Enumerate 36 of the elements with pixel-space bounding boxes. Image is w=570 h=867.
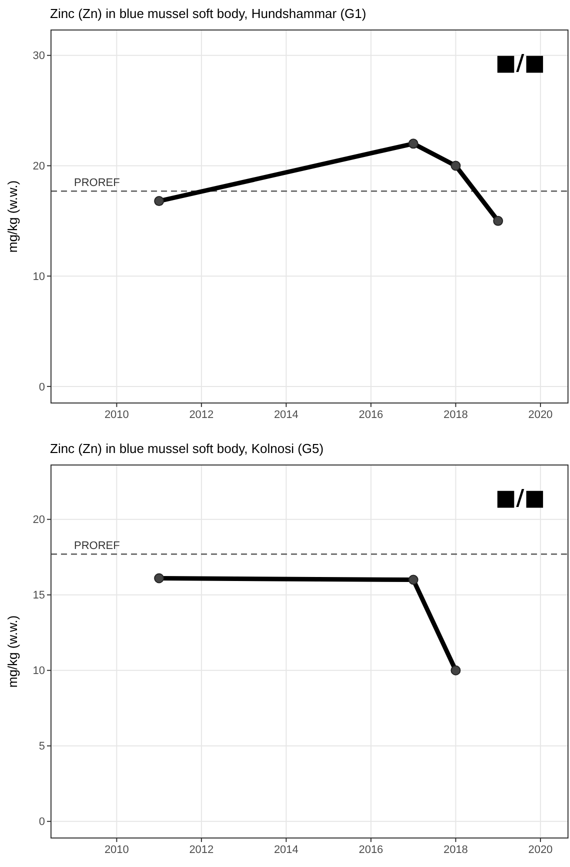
y-tick-label: 20 <box>32 514 45 526</box>
point <box>450 665 461 676</box>
point <box>493 216 504 226</box>
y-tick-label: 20 <box>32 160 45 173</box>
x-tick-label: 2018 <box>443 844 468 856</box>
x-tick-label: 2014 <box>274 844 298 856</box>
y-tick-label: 15 <box>32 590 45 602</box>
point <box>154 573 164 584</box>
annotation: ■/■ <box>495 51 545 76</box>
ref-line-label: PROREF <box>74 540 120 552</box>
x-tick-label: 2020 <box>528 409 553 421</box>
point <box>408 138 418 149</box>
x-tick-label: 2018 <box>443 409 468 421</box>
point <box>408 574 418 585</box>
chart-title: Zinc (Zn) in blue mussel soft body, Kolnosi (G5) <box>50 441 324 456</box>
y-tick-label: 0 <box>38 381 45 394</box>
y-axis-title: mg/kg (w.w.) <box>5 615 20 688</box>
annotation: ■/■ <box>495 486 545 511</box>
x-tick-label: 2012 <box>189 844 214 856</box>
x-tick-label: 2010 <box>104 844 129 856</box>
y-tick-label: 0 <box>38 816 45 828</box>
x-tick-label: 2010 <box>104 409 129 421</box>
x-tick-label: 2016 <box>358 409 384 421</box>
ref-line-label: PROREF <box>74 177 120 190</box>
y-tick-label: 30 <box>32 50 45 62</box>
y-tick-label: 5 <box>38 740 45 753</box>
y-axis-title: mg/kg (w.w.) <box>5 180 20 253</box>
point <box>450 160 461 171</box>
y-tick-label: 10 <box>32 270 45 283</box>
x-tick-label: 2012 <box>189 409 214 421</box>
x-tick-label: 2020 <box>528 844 553 856</box>
x-tick-label: 2016 <box>358 844 384 856</box>
x-tick-label: 2014 <box>274 409 298 421</box>
point <box>154 196 164 206</box>
chart-title: Zinc (Zn) in blue mussel soft body, Hundshammar (G1) <box>50 6 366 21</box>
y-tick-label: 10 <box>32 665 45 678</box>
